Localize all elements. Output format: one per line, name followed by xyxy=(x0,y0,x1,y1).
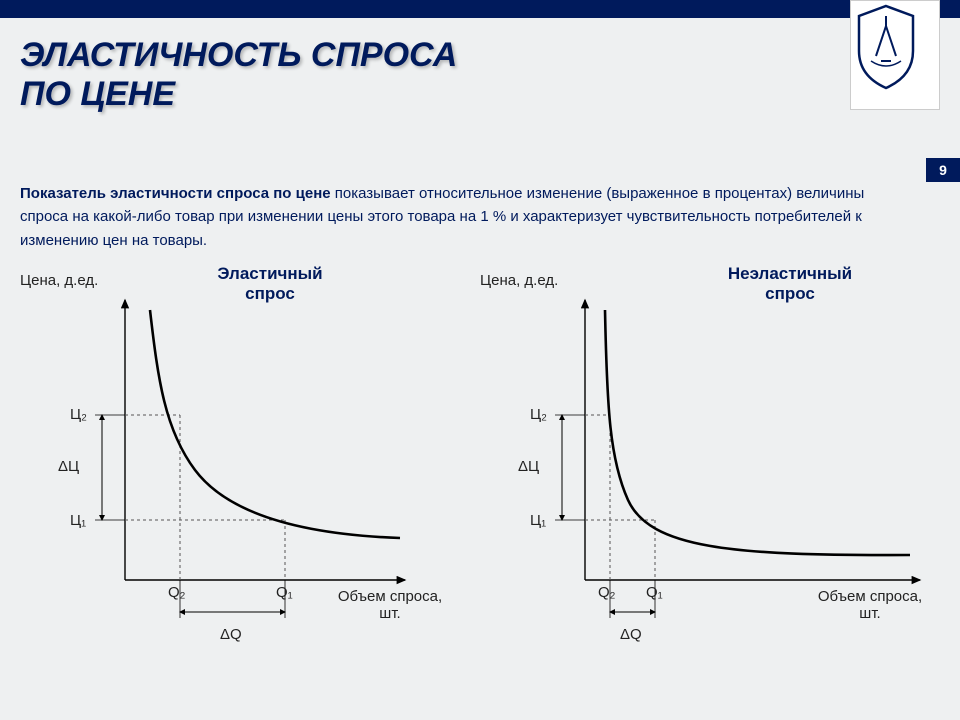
elastic-demand-chart: Цена, д.ед. Эластичныйспрос xyxy=(10,260,480,680)
inelastic-demand-chart: Цена, д.ед. Неэластичныйспрос xyxy=(480,260,950,680)
label-q1-r: Q₁ xyxy=(646,584,663,601)
page-number: 9 xyxy=(939,162,947,178)
description-bold: Показатель эластичности спроса по цене xyxy=(20,185,331,202)
university-logo xyxy=(850,0,940,110)
demand-curve xyxy=(605,310,910,555)
label-c1: Ц₁ xyxy=(70,512,86,529)
slide-title: ЭЛАСТИЧНОСТЬ СПРОСА ПО ЦЕНЕ xyxy=(20,36,457,114)
top-bar xyxy=(0,0,960,18)
title-line2: ПО ЦЕНЕ xyxy=(20,75,175,113)
x-axis-label: Объем спроса,шт. xyxy=(320,588,460,622)
label-dc: ΔЦ xyxy=(58,458,79,475)
label-dq-r: ΔQ xyxy=(620,626,642,643)
label-dq: ΔQ xyxy=(220,626,242,643)
page-number-badge: 9 xyxy=(926,158,960,182)
charts-row: Цена, д.ед. Эластичныйспрос xyxy=(10,260,950,680)
label-q2: Q₂ xyxy=(168,584,186,601)
label-q1: Q₁ xyxy=(276,584,293,601)
label-dc-r: ΔЦ xyxy=(518,458,539,475)
label-q2-r: Q₂ xyxy=(598,584,616,601)
description-paragraph: Показатель эластичности спроса по цене п… xyxy=(20,182,910,252)
title-line1: ЭЛАСТИЧНОСТЬ СПРОСА xyxy=(20,36,457,74)
label-c2: Ц₂ xyxy=(70,406,87,423)
label-c2-r: Ц₂ xyxy=(530,406,547,423)
demand-curve xyxy=(150,310,400,538)
label-c1-r: Ц₁ xyxy=(530,512,546,529)
x-axis-label-r: Объем спроса,шт. xyxy=(800,588,940,622)
